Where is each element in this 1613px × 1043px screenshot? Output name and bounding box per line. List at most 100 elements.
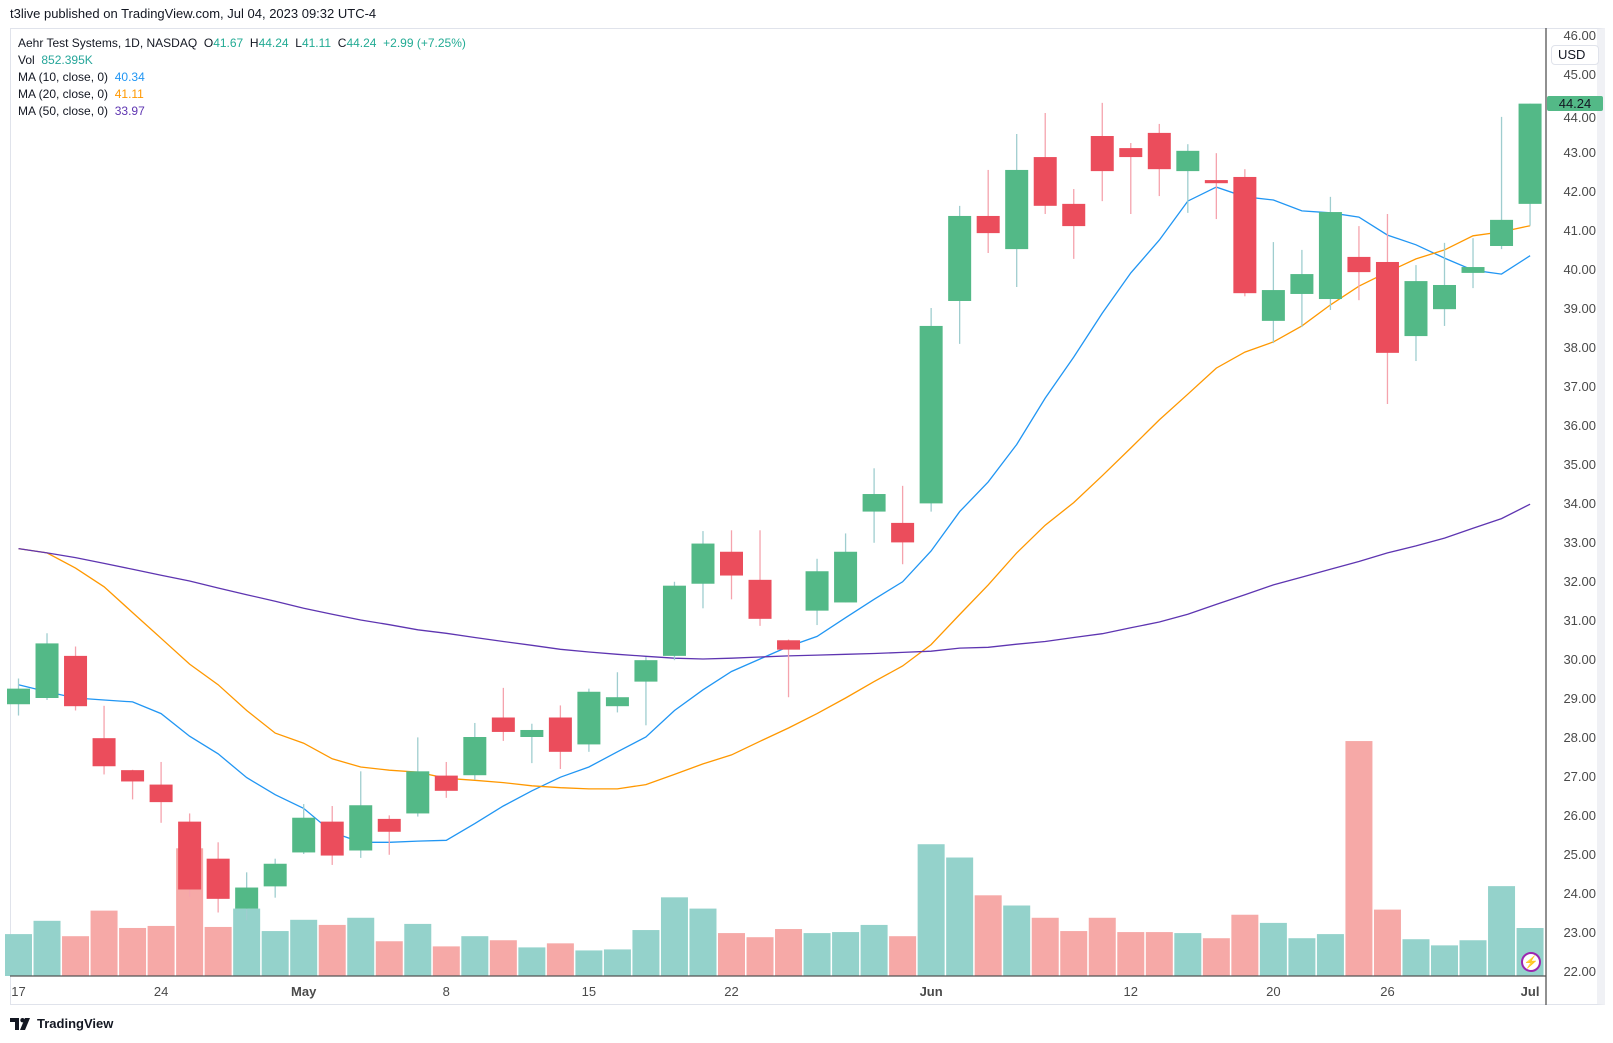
volume-bar bbox=[261, 931, 289, 976]
footer-brand[interactable]: TradingView bbox=[10, 1016, 113, 1031]
candle-body bbox=[121, 770, 145, 782]
ma10-label: MA (10, close, 0) bbox=[18, 70, 109, 84]
high-value: 44.24 bbox=[258, 36, 289, 50]
price-tick-label: 41.00 bbox=[1563, 223, 1596, 238]
candle-body bbox=[64, 655, 88, 707]
time-axis-labels: 17 24 May 8 15 22 Jun 12 20 26 Jul bbox=[11, 984, 1539, 999]
volume-bar bbox=[860, 924, 888, 976]
time-tick-label: 12 bbox=[1124, 984, 1138, 999]
candle-body bbox=[320, 821, 344, 856]
volume-bar bbox=[832, 932, 860, 976]
volume-bar bbox=[1459, 940, 1487, 976]
candle-body bbox=[862, 494, 886, 512]
candle-body bbox=[149, 784, 173, 803]
change-value: +2.99 (+7.25%) bbox=[383, 36, 466, 50]
currency-button[interactable]: USD bbox=[1551, 45, 1599, 65]
price-tick-label: 34.00 bbox=[1563, 496, 1596, 511]
candle-body bbox=[349, 805, 373, 851]
price-tick-label: 28.00 bbox=[1563, 730, 1596, 745]
volume-bar bbox=[575, 950, 603, 976]
candle-body bbox=[748, 579, 772, 619]
candle-body bbox=[292, 817, 316, 853]
candle-body bbox=[605, 697, 629, 707]
volume-bar bbox=[461, 936, 489, 976]
candle-body bbox=[406, 771, 430, 814]
candle-body bbox=[1090, 136, 1114, 172]
price-tick-label: 31.00 bbox=[1563, 613, 1596, 628]
candle-body bbox=[1318, 212, 1342, 300]
published-caption: t3live published on TradingView.com, Jul… bbox=[10, 6, 377, 21]
price-tick-label: 42.00 bbox=[1563, 184, 1596, 199]
candle-body bbox=[377, 818, 401, 832]
volume-bars bbox=[5, 741, 1544, 976]
candle-body bbox=[720, 551, 743, 576]
ma50-value: 33.97 bbox=[114, 104, 145, 118]
volume-bar bbox=[1088, 917, 1116, 976]
candle-body bbox=[35, 643, 59, 698]
symbol-name: Aehr Test Systems, 1D, NASDAQ bbox=[18, 36, 198, 50]
candle-body bbox=[491, 717, 515, 732]
chart-legend: Aehr Test Systems, 1D, NASDAQ O41.67 H44… bbox=[18, 35, 466, 120]
volume-bar bbox=[775, 929, 803, 976]
close-value: 44.24 bbox=[346, 36, 377, 50]
candle-body bbox=[434, 775, 458, 791]
candle-body bbox=[1404, 281, 1428, 337]
candle-body bbox=[919, 325, 943, 504]
close-label: C bbox=[337, 36, 347, 50]
candle-body bbox=[178, 821, 202, 890]
price-tick-label: 39.00 bbox=[1563, 301, 1596, 316]
volume-bar bbox=[1316, 934, 1344, 976]
time-tick-label: Jul bbox=[1521, 984, 1540, 999]
last-price-label: 44.24 bbox=[1547, 96, 1603, 111]
lightning-icon[interactable]: ⚡ bbox=[1521, 952, 1541, 972]
volume-bar bbox=[803, 933, 831, 976]
volume-bar bbox=[660, 897, 688, 976]
time-tick-label: May bbox=[291, 984, 317, 999]
candle-body bbox=[577, 691, 601, 745]
time-tick-label: 26 bbox=[1380, 984, 1394, 999]
price-tick-label: 30.00 bbox=[1563, 652, 1596, 667]
ma20-line bbox=[18, 225, 1531, 790]
high-label: H bbox=[249, 36, 259, 50]
candle-body bbox=[1119, 148, 1143, 158]
price-tick-label: 40.00 bbox=[1563, 262, 1596, 277]
candle-body bbox=[520, 729, 544, 737]
volume-bar bbox=[1145, 932, 1173, 976]
candle-body bbox=[1233, 176, 1257, 294]
open-value: 41.67 bbox=[213, 36, 244, 50]
price-tick-label: 37.00 bbox=[1563, 379, 1596, 394]
candle-body bbox=[1176, 150, 1200, 172]
low-value: 41.11 bbox=[301, 36, 332, 50]
volume-bar bbox=[718, 933, 745, 976]
candle-body bbox=[92, 738, 116, 767]
volume-bar bbox=[375, 941, 403, 976]
time-tick-label: 20 bbox=[1266, 984, 1280, 999]
price-tick-label: 36.00 bbox=[1563, 418, 1596, 433]
volume-label: Vol bbox=[18, 53, 35, 67]
ma50-line bbox=[18, 503, 1531, 660]
candle-body bbox=[1433, 284, 1456, 310]
price-tick-label: 45.00 bbox=[1563, 67, 1596, 82]
candle-body bbox=[7, 688, 30, 705]
brand-name: TradingView bbox=[37, 1016, 114, 1031]
candle-body bbox=[1490, 219, 1514, 246]
candle-body bbox=[1062, 203, 1086, 227]
candle-body bbox=[1461, 267, 1485, 273]
candle-body bbox=[1005, 169, 1029, 250]
volume-bar bbox=[1060, 931, 1088, 976]
ma10-line bbox=[18, 186, 1531, 843]
volume-bar bbox=[318, 924, 346, 976]
candle-body bbox=[634, 660, 658, 682]
time-tick-label: 22 bbox=[724, 984, 738, 999]
candle-body bbox=[1204, 180, 1228, 184]
tradingview-logo-icon bbox=[10, 1017, 30, 1030]
volume-bar bbox=[90, 910, 118, 976]
time-tick-label: Jun bbox=[920, 984, 943, 999]
volume-bar bbox=[489, 940, 517, 976]
chart-frame bbox=[10, 28, 1605, 1005]
volume-bar bbox=[1345, 741, 1373, 976]
volume-bar bbox=[404, 923, 432, 976]
legend-volume-row: Vol 852.395K bbox=[18, 52, 466, 69]
price-tick-label: 46.00 bbox=[1563, 28, 1596, 43]
